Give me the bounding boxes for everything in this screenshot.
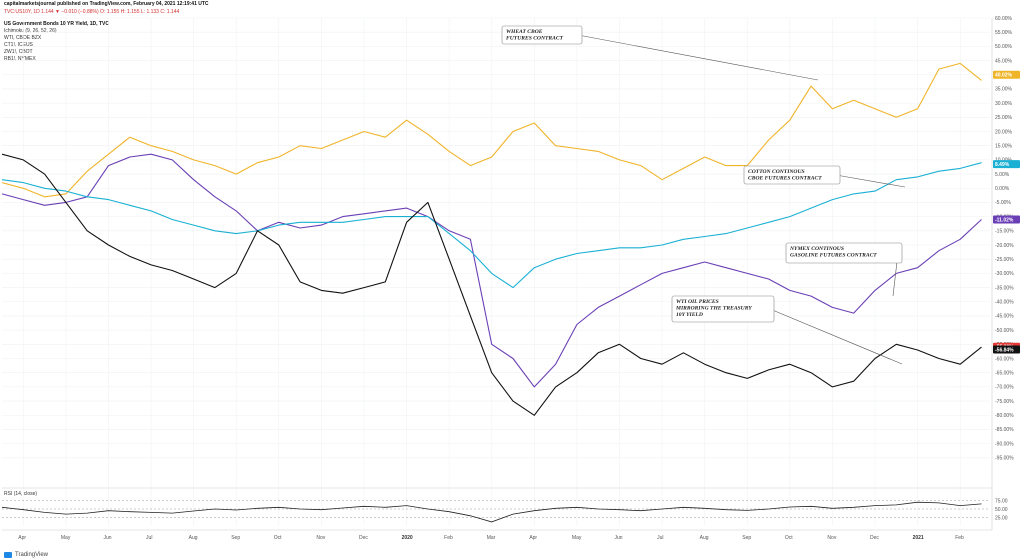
rsi-tick-label: 25.00 — [995, 515, 1008, 521]
tradingview-logo-icon — [4, 552, 12, 558]
x-tick-label: Apr — [18, 535, 26, 541]
y-tick-label: -5.00% — [995, 200, 1011, 206]
price-label: -11.02% — [995, 217, 1014, 223]
price-label: 40.02% — [995, 72, 1013, 78]
x-tick-label: Jun — [615, 535, 623, 541]
y-tick-label: -70.00% — [995, 385, 1014, 391]
y-tick-label: -20.00% — [995, 243, 1014, 249]
y-tick-label: -60.00% — [995, 356, 1014, 362]
nymex-annotation-text: NYMEX CONTINOUS — [789, 246, 844, 252]
study-item[interactable]: RB1!, NYMEX — [4, 56, 36, 62]
y-tick-label: -30.00% — [995, 271, 1014, 277]
study-item[interactable]: ZW1!, CBOT — [4, 49, 33, 55]
series-line — [1, 62, 982, 198]
y-tick-label: 30.00% — [995, 101, 1013, 107]
x-tick-label: Sep — [231, 535, 240, 541]
y-tick-label: -35.00% — [995, 285, 1014, 291]
y-tick-label: 15.00% — [995, 143, 1013, 149]
x-tick-label: Jul — [146, 535, 152, 541]
x-tick-label: Aug — [700, 535, 709, 541]
x-tick-label: Dec — [359, 535, 368, 541]
y-tick-label: 45.00% — [995, 58, 1013, 64]
ohlc-readout: TVC:US10Y, 1D 1.144 ▼ −0.010 (−0.88%) O:… — [4, 9, 180, 15]
cotton-annotation-text: CBOE FUTURES CONTRACT — [748, 176, 822, 182]
price-label-box — [993, 70, 1020, 79]
y-tick-label: -85.00% — [995, 427, 1014, 433]
x-tick-label: Feb — [955, 535, 964, 541]
y-tick-label: -95.00% — [995, 456, 1014, 462]
x-tick-label: 2021 — [913, 535, 924, 541]
wti-annotation-text: 10Y YIELD — [676, 312, 703, 318]
x-tick-label: Oct — [785, 535, 793, 541]
cotton-annotation-text: COTTON CONTINOUS — [748, 169, 805, 175]
wti-annotation-text: MIRRORING THE TREASURY — [675, 306, 752, 312]
x-tick-label: Sep — [742, 535, 751, 541]
x-tick-label: Mar — [487, 535, 496, 541]
price-label: 8.49% — [995, 162, 1010, 168]
series-line — [1, 153, 982, 416]
wheat-annotation-text: WHEAT CBOE — [506, 29, 543, 35]
y-tick-label: -75.00% — [995, 399, 1014, 405]
y-tick-label: -40.00% — [995, 300, 1014, 306]
wheat-annotation-text: FUTURES CONTRACT — [506, 36, 564, 42]
wti-annotation-text: WTI OIL PRICES — [676, 299, 719, 305]
y-tick-label: 25.00% — [995, 115, 1013, 121]
y-tick-label: -80.00% — [995, 413, 1014, 419]
y-tick-label: -65.00% — [995, 370, 1014, 376]
rsi-line — [1, 501, 982, 523]
x-tick-label: Feb — [444, 535, 453, 541]
x-tick-label: 2020 — [402, 535, 413, 541]
annotation-box — [501, 25, 583, 45]
y-tick-label: 20.00% — [995, 129, 1013, 135]
y-tick-label: 55.00% — [995, 30, 1013, 36]
y-tick-label: 0.00% — [995, 186, 1010, 192]
nymex-annotation-text: GASOLINE FUTURES CONTRACT — [790, 253, 877, 259]
y-tick-label: 60.00% — [995, 16, 1013, 22]
annotation-pointer — [769, 308, 903, 365]
annotation-pointer — [835, 174, 906, 188]
rsi-label: RSI (14, close) — [4, 491, 37, 497]
y-tick-label: -15.00% — [995, 229, 1014, 235]
y-tick-label: -25.00% — [995, 257, 1014, 263]
series-line — [1, 162, 982, 289]
x-tick-label: Jul — [657, 535, 663, 541]
annotation-box — [671, 295, 775, 323]
rsi-tick-label: 75.00 — [995, 498, 1008, 504]
study-item[interactable]: CT1!, ICEUS — [4, 42, 33, 48]
x-tick-label: Apr — [529, 535, 537, 541]
x-tick-label: Aug — [189, 535, 198, 541]
x-tick-label: Dec — [870, 535, 879, 541]
x-tick-label: Nov — [827, 535, 836, 541]
y-tick-label: -45.00% — [995, 314, 1014, 320]
y-tick-label: 5.00% — [995, 172, 1010, 178]
y-tick-label: 50.00% — [995, 44, 1013, 50]
study-item[interactable]: Ichimoku (9, 26, 52, 26) — [4, 28, 57, 34]
x-tick-label: Oct — [274, 535, 282, 541]
annotation-box — [743, 165, 841, 185]
x-tick-label: Jun — [103, 535, 111, 541]
y-tick-label: 35.00% — [995, 87, 1013, 93]
annotation-pointer — [577, 34, 819, 81]
price-label-box — [993, 345, 1020, 354]
x-tick-label: Nov — [316, 535, 325, 541]
tradingview-watermark: TradingView — [4, 552, 48, 558]
annotation-box — [785, 242, 903, 264]
rsi-tick-label: 50.00 — [995, 507, 1008, 513]
price-label-box — [993, 215, 1020, 224]
price-label-box — [993, 160, 1020, 169]
x-tick-label: May — [572, 535, 582, 541]
symbol-title: US Government Bonds 10 YR Yield, 1D, TVC — [4, 21, 109, 27]
y-tick-label: -50.00% — [995, 328, 1014, 334]
y-tick-label: -90.00% — [995, 441, 1014, 447]
publisher-line: capitalmarketsjournal published on Tradi… — [4, 1, 209, 7]
price-label: -56.84% — [995, 347, 1014, 353]
series-line — [1, 153, 982, 388]
study-item[interactable]: WTI, CBOE BZX — [4, 35, 42, 41]
x-tick-label: May — [61, 535, 71, 541]
